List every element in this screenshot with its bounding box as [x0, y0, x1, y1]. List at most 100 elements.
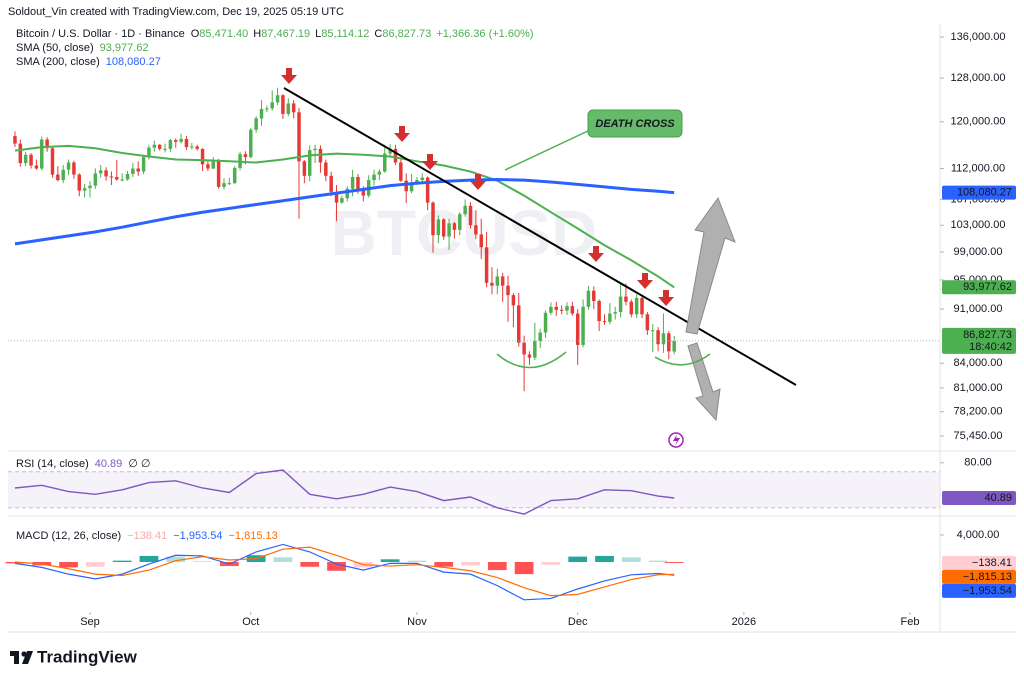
- candle-body: [436, 219, 441, 236]
- trend-line: [283, 87, 797, 386]
- legend-name: SMA (200, close): [16, 56, 100, 68]
- legend-value: 87,467.19: [261, 28, 310, 40]
- candle-body: [302, 161, 307, 176]
- alert-icon: [668, 432, 684, 448]
- candle-body: [452, 223, 457, 230]
- candle-body: [216, 160, 221, 187]
- histogram-bar: [514, 562, 534, 575]
- candle-body: [634, 298, 639, 315]
- candle-body: [259, 108, 264, 119]
- callout-box: [587, 109, 683, 138]
- legend-value: 85,471.40: [199, 28, 248, 40]
- legend-value: 108,080.27: [106, 56, 161, 68]
- candle-body: [45, 139, 49, 149]
- x-tick-label: Oct: [242, 616, 259, 628]
- arrow: [658, 290, 674, 306]
- candle-body: [200, 148, 205, 165]
- histogram-bar: [327, 562, 346, 571]
- candle-body: [506, 285, 510, 296]
- y-tick-label: 128,000.00: [950, 72, 1005, 84]
- y-tick-label: 112,000.00: [951, 162, 1005, 174]
- candle-body: [18, 143, 23, 164]
- candle-body: [93, 173, 98, 186]
- candle-body: [383, 153, 387, 172]
- histogram-bar: [541, 562, 561, 565]
- candle-body: [500, 276, 505, 286]
- candle-body: [474, 225, 478, 235]
- candle-body: [345, 188, 349, 199]
- candle-body: [243, 154, 248, 158]
- y-tick-label: 81,000.00: [954, 382, 1003, 394]
- y-tick-label: 103,000.00: [950, 219, 1005, 231]
- candle-body: [597, 300, 601, 322]
- histogram-bar: [139, 555, 159, 563]
- candle-body: [393, 148, 398, 163]
- candle-body: [307, 150, 312, 176]
- candle-body: [115, 177, 119, 180]
- candle-body: [559, 309, 564, 311]
- candle-body: [661, 333, 666, 345]
- macd-tag: [942, 569, 1016, 584]
- callout-pointer: [504, 129, 591, 171]
- rsi-line: [14, 469, 675, 515]
- histogram-bar: [595, 555, 614, 563]
- arrow: [637, 273, 653, 289]
- legend-key: H: [253, 28, 261, 40]
- candle-body: [13, 136, 17, 144]
- price-tag: [942, 280, 1016, 295]
- candle-body: [82, 188, 87, 191]
- x-tick-label: Sep: [80, 616, 100, 628]
- candle-body: [98, 170, 103, 174]
- candle-body: [50, 148, 55, 175]
- legend-value: −138.41: [127, 530, 167, 542]
- candle-body: [613, 312, 617, 314]
- legend-name: SMA (50, close): [16, 42, 94, 54]
- candle-body: [592, 290, 596, 301]
- candle-body: [447, 223, 451, 237]
- y-tick-label: 4,000.00: [957, 529, 1000, 541]
- candle-body: [667, 333, 671, 352]
- candle-body: [270, 102, 274, 109]
- sma-legend: SMA (200, close) 108,080.27: [16, 56, 161, 68]
- candle-body: [195, 146, 199, 149]
- macd-tag-label: −138.41: [972, 557, 1012, 569]
- logo-text: TradingView: [37, 647, 138, 666]
- y-tick-label: 136,000.00: [950, 31, 1005, 43]
- candle-body: [88, 185, 92, 189]
- legend-value: 40.89: [95, 458, 123, 470]
- candle-body: [334, 191, 339, 203]
- candle-body: [361, 190, 366, 196]
- candle-body: [77, 174, 82, 191]
- y-tick-label: 80.00: [964, 457, 992, 469]
- candle-body: [72, 162, 76, 175]
- candle-body: [415, 180, 419, 184]
- histogram-bar: [621, 557, 641, 563]
- candle-body: [104, 170, 108, 177]
- candle-body: [179, 138, 183, 142]
- candle-body: [425, 177, 430, 203]
- candle-body: [495, 276, 500, 286]
- candle-body: [581, 306, 585, 345]
- histogram-bar: [434, 562, 454, 567]
- legend-key: L: [315, 28, 321, 40]
- price-tag-label: 86,827.73: [963, 329, 1012, 341]
- legend-name: RSI (14, close): [16, 458, 89, 470]
- sma-line: [14, 177, 675, 246]
- price-tag: [942, 327, 1016, 354]
- histogram-bar: [648, 560, 668, 563]
- macd-legend: MACD (12, 26, close) −138.41 −1,953.54 −1,8…: [16, 530, 278, 542]
- x-tick-label: 2026: [732, 616, 756, 628]
- candle-body: [340, 198, 344, 203]
- candle-body: [490, 282, 494, 286]
- candle-body: [656, 330, 660, 345]
- candle-body: [66, 162, 71, 170]
- macd-line: [14, 543, 675, 601]
- candle-body: [549, 306, 553, 313]
- candle-body: [23, 154, 28, 164]
- candle-body: [554, 306, 559, 310]
- candle-body: [629, 301, 634, 315]
- arrow: [394, 126, 410, 142]
- candle-body: [479, 234, 483, 248]
- candle-body: [404, 180, 408, 192]
- curve: [496, 351, 567, 369]
